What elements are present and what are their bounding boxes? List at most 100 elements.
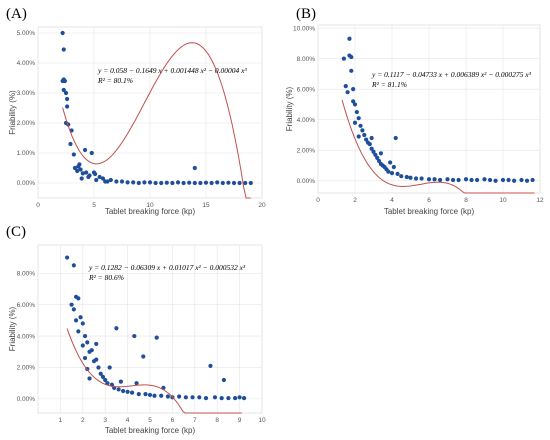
data-point xyxy=(463,177,469,182)
data-point xyxy=(203,395,209,401)
data-point xyxy=(209,180,214,186)
data-point xyxy=(80,343,85,348)
data-point xyxy=(367,142,372,147)
data-point xyxy=(62,78,67,84)
x-tick-label: 7 xyxy=(193,417,197,424)
panel-letter: (C) xyxy=(6,224,26,240)
data-point xyxy=(114,179,119,184)
chart-panel-2: (B) 0.00% 2.00% 4.00% 6.00% 8.00% 10.00% 0 2 4 6 8 1… xyxy=(285,6,544,216)
y-tick-label: 2.00% xyxy=(297,147,316,154)
data-point xyxy=(72,165,78,171)
data-point xyxy=(131,180,136,185)
data-point xyxy=(219,395,224,401)
data-point xyxy=(373,152,378,157)
data-point xyxy=(511,178,517,183)
data-point xyxy=(136,392,141,397)
data-point xyxy=(389,171,395,176)
data-point xyxy=(469,177,474,183)
x-axis-label: Tablet breaking force (kp) xyxy=(105,207,196,216)
data-point xyxy=(61,47,66,52)
data-point xyxy=(61,87,66,93)
r-squared-label: R² = 80.1% xyxy=(97,76,133,85)
data-point xyxy=(82,147,88,153)
y-tick-label: 2.00% xyxy=(17,365,36,372)
data-point xyxy=(75,168,80,174)
y-tick-label: 0.00% xyxy=(17,180,36,187)
data-point xyxy=(65,96,70,102)
x-tick-label: 10 xyxy=(146,202,154,209)
data-point xyxy=(85,340,90,345)
data-point xyxy=(114,326,119,331)
data-point xyxy=(63,90,69,96)
data-point xyxy=(94,341,99,347)
data-point xyxy=(438,177,443,183)
scatter-series xyxy=(65,255,247,401)
data-point xyxy=(71,152,76,157)
data-point xyxy=(419,176,424,181)
data-point xyxy=(71,307,76,312)
data-point xyxy=(108,177,113,183)
data-point xyxy=(432,177,437,182)
data-point xyxy=(475,177,480,183)
data-point xyxy=(103,377,108,383)
data-point xyxy=(399,174,404,179)
data-point xyxy=(341,56,346,61)
data-point xyxy=(360,128,365,133)
data-point xyxy=(349,54,354,60)
y-axis-label: Friability (%) xyxy=(285,86,294,131)
y-tick-label: 0.00% xyxy=(17,396,36,403)
y-axis-label: Friability (%) xyxy=(8,90,17,135)
data-point xyxy=(187,180,192,185)
data-point xyxy=(60,30,65,36)
data-point xyxy=(237,395,242,400)
y-tick-label: 1.00% xyxy=(17,150,36,157)
x-tick-label: 0 xyxy=(36,202,40,209)
data-point xyxy=(175,180,181,185)
data-point xyxy=(100,374,106,379)
data-point xyxy=(87,376,92,381)
data-point xyxy=(170,180,175,186)
data-point xyxy=(89,150,94,156)
data-point xyxy=(375,155,380,160)
data-point xyxy=(378,151,383,156)
data-point xyxy=(212,395,218,400)
data-point xyxy=(190,395,195,400)
x-tick-label: 5 xyxy=(148,417,152,424)
data-point xyxy=(426,177,432,182)
data-point xyxy=(86,174,91,180)
data-point xyxy=(125,389,130,394)
data-point xyxy=(192,180,197,186)
x-tick-label: 8 xyxy=(464,197,468,204)
y-tick-label: 8.00% xyxy=(297,56,316,63)
y-tick-label: 3.00% xyxy=(17,90,36,97)
data-point xyxy=(69,302,74,307)
data-point xyxy=(82,333,88,339)
data-point xyxy=(197,395,202,400)
x-tick-label: 1 xyxy=(59,417,63,424)
y-tick-label: 4.00% xyxy=(17,333,36,340)
x-tick-label: 20 xyxy=(258,202,266,209)
y-tick-label: 2.00% xyxy=(17,120,36,127)
x-tick-label: 6 xyxy=(171,417,175,424)
x-tick-label: 9 xyxy=(238,417,242,424)
data-point xyxy=(153,180,158,186)
fit-curve xyxy=(66,328,242,414)
data-point xyxy=(231,180,237,186)
data-point xyxy=(78,315,83,320)
data-point xyxy=(164,180,169,185)
data-point xyxy=(487,177,493,183)
x-tick-label: 10 xyxy=(499,197,507,204)
data-point xyxy=(371,149,376,154)
data-point xyxy=(233,395,238,401)
data-point xyxy=(376,158,382,164)
data-point xyxy=(506,177,511,183)
data-point xyxy=(354,109,359,115)
data-point xyxy=(364,137,369,142)
data-point xyxy=(76,329,81,334)
data-point xyxy=(482,177,487,182)
data-point xyxy=(351,99,356,104)
data-point xyxy=(530,177,535,183)
data-point xyxy=(93,171,98,177)
r-squared-label: R² = 80.6% xyxy=(88,273,124,282)
